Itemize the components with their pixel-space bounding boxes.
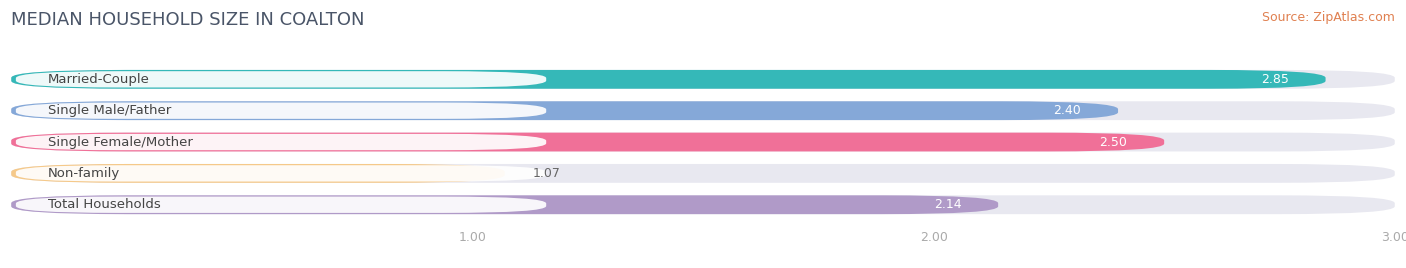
Text: Non-family: Non-family: [48, 167, 121, 180]
FancyBboxPatch shape: [11, 195, 1395, 214]
FancyBboxPatch shape: [11, 133, 1395, 151]
FancyBboxPatch shape: [15, 165, 546, 181]
FancyBboxPatch shape: [11, 101, 1118, 120]
FancyBboxPatch shape: [15, 103, 546, 119]
FancyBboxPatch shape: [11, 70, 1326, 89]
FancyBboxPatch shape: [11, 195, 998, 214]
FancyBboxPatch shape: [11, 133, 1164, 151]
FancyBboxPatch shape: [15, 71, 546, 87]
FancyBboxPatch shape: [15, 197, 546, 213]
Text: MEDIAN HOUSEHOLD SIZE IN COALTON: MEDIAN HOUSEHOLD SIZE IN COALTON: [11, 11, 364, 29]
FancyBboxPatch shape: [11, 164, 1395, 183]
Text: Total Households: Total Households: [48, 198, 160, 211]
Text: 1.07: 1.07: [533, 167, 560, 180]
FancyBboxPatch shape: [11, 101, 1395, 120]
Text: Source: ZipAtlas.com: Source: ZipAtlas.com: [1261, 11, 1395, 24]
FancyBboxPatch shape: [15, 134, 546, 150]
Text: Single Male/Father: Single Male/Father: [48, 104, 172, 117]
Text: 2.50: 2.50: [1099, 136, 1128, 148]
FancyBboxPatch shape: [11, 70, 1395, 89]
Text: 2.85: 2.85: [1261, 73, 1289, 86]
Text: 2.14: 2.14: [934, 198, 962, 211]
Text: 2.40: 2.40: [1053, 104, 1081, 117]
FancyBboxPatch shape: [11, 164, 505, 183]
Text: Married-Couple: Married-Couple: [48, 73, 150, 86]
Text: Single Female/Mother: Single Female/Mother: [48, 136, 193, 148]
